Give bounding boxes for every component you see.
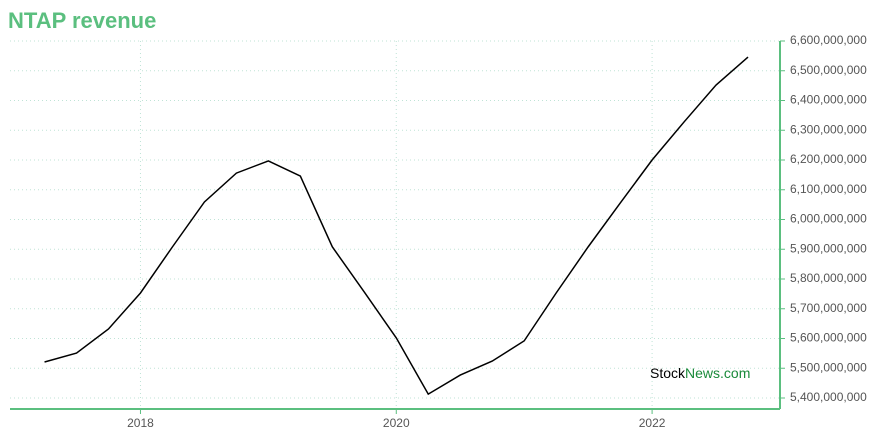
y-tick-label: 5,400,000,000 — [790, 390, 867, 404]
x-tick-label: 2018 — [127, 416, 154, 430]
y-tick-label: 5,700,000,000 — [790, 301, 867, 315]
x-tick-label: 2022 — [639, 416, 666, 430]
watermark: StockNews.com — [650, 365, 750, 381]
line — [44, 56, 749, 396]
y-tick-label: 6,000,000,000 — [790, 212, 867, 226]
y-tick-label: 5,900,000,000 — [790, 241, 867, 255]
chart-title: NTAP revenue — [8, 8, 156, 33]
watermark-part: Stock — [650, 365, 686, 381]
y-tick-label: 5,800,000,000 — [790, 271, 867, 285]
watermark-part: News.com — [685, 365, 750, 381]
y-tick-label: 5,600,000,000 — [790, 331, 867, 345]
y-tick-label: 6,600,000,000 — [790, 33, 867, 47]
y-tick-label: 6,300,000,000 — [790, 122, 867, 136]
y-tick-label: 6,500,000,000 — [790, 63, 867, 77]
y-tick-label: 6,200,000,000 — [790, 152, 867, 166]
y-tick-label: 6,400,000,000 — [790, 93, 867, 107]
y-tick-label: 5,500,000,000 — [790, 360, 867, 374]
y-tick-label: 6,100,000,000 — [790, 182, 867, 196]
x-tick-label: 2020 — [383, 416, 410, 430]
